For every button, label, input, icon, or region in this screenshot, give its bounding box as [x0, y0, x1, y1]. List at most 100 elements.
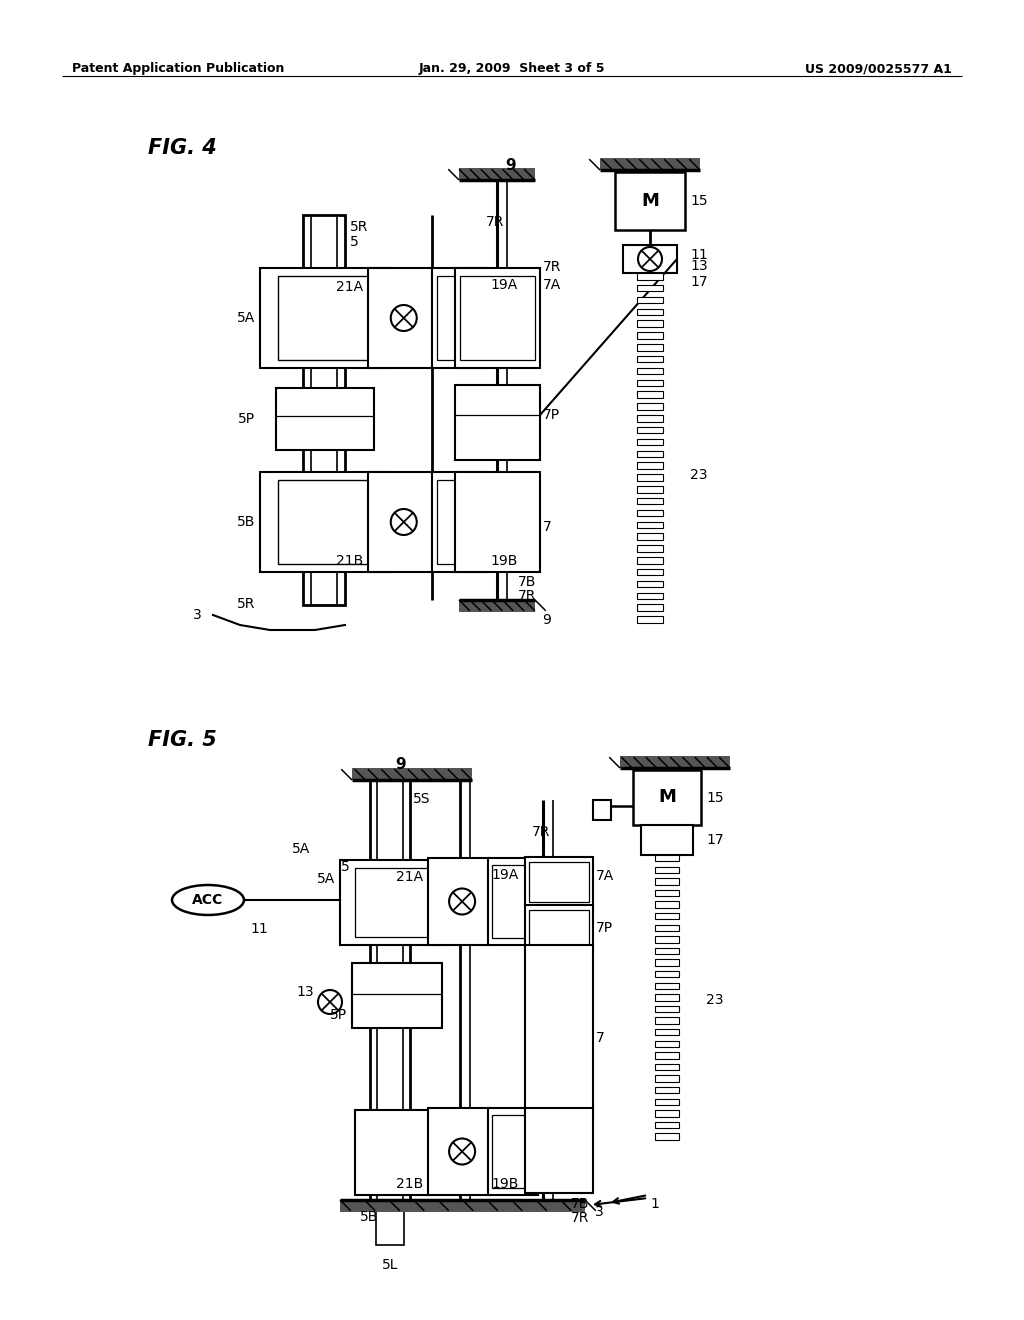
- Text: 7P: 7P: [596, 920, 613, 935]
- Text: Jan. 29, 2009  Sheet 3 of 5: Jan. 29, 2009 Sheet 3 of 5: [419, 62, 605, 75]
- Bar: [432, 473, 487, 572]
- Bar: [615, 172, 685, 230]
- Bar: [637, 498, 663, 504]
- Bar: [340, 861, 445, 945]
- Bar: [655, 994, 679, 1001]
- Text: 7B: 7B: [571, 1197, 590, 1210]
- Bar: [655, 1110, 679, 1117]
- Bar: [455, 385, 540, 459]
- Text: 13: 13: [690, 259, 708, 273]
- Bar: [637, 391, 663, 397]
- Bar: [637, 297, 663, 304]
- Bar: [655, 878, 679, 884]
- Bar: [637, 569, 663, 576]
- Text: 5R: 5R: [350, 220, 369, 234]
- Bar: [637, 414, 663, 421]
- Text: 17: 17: [690, 275, 708, 289]
- Bar: [368, 473, 433, 572]
- Bar: [637, 533, 663, 540]
- Text: 3: 3: [595, 1205, 604, 1218]
- Text: 21B: 21B: [395, 1177, 423, 1191]
- Bar: [637, 345, 663, 351]
- Bar: [455, 473, 540, 572]
- Bar: [529, 909, 589, 945]
- Text: US 2009/0025577 A1: US 2009/0025577 A1: [805, 62, 952, 75]
- Text: FIG. 5: FIG. 5: [148, 730, 217, 750]
- Bar: [655, 1122, 679, 1129]
- Bar: [633, 770, 701, 825]
- Bar: [600, 158, 700, 170]
- Bar: [437, 480, 482, 564]
- Circle shape: [391, 305, 417, 331]
- Bar: [488, 858, 538, 945]
- Bar: [260, 268, 390, 368]
- Circle shape: [450, 888, 475, 915]
- Circle shape: [391, 510, 417, 535]
- Bar: [525, 1107, 593, 1193]
- Bar: [460, 276, 535, 360]
- Bar: [655, 1006, 679, 1012]
- Bar: [637, 486, 663, 492]
- Bar: [637, 321, 663, 327]
- Bar: [428, 1107, 490, 1195]
- Text: 11: 11: [250, 921, 267, 936]
- Bar: [593, 800, 611, 820]
- Bar: [655, 936, 679, 942]
- Bar: [637, 605, 663, 611]
- Text: 23: 23: [690, 469, 708, 482]
- Text: 5L: 5L: [382, 1258, 398, 1272]
- Bar: [637, 557, 663, 564]
- Bar: [459, 168, 535, 180]
- Text: 5A: 5A: [316, 873, 335, 886]
- Bar: [637, 368, 663, 374]
- Text: 19A: 19A: [490, 279, 517, 292]
- Text: 7R: 7R: [571, 1210, 590, 1225]
- Bar: [488, 1107, 538, 1195]
- Bar: [620, 756, 730, 768]
- Bar: [655, 867, 679, 873]
- Bar: [637, 474, 663, 480]
- Text: 19A: 19A: [490, 869, 518, 882]
- Bar: [655, 982, 679, 989]
- Text: 9: 9: [542, 612, 551, 627]
- Text: M: M: [641, 191, 658, 210]
- Bar: [355, 869, 430, 937]
- Bar: [278, 480, 372, 564]
- Bar: [352, 964, 442, 1028]
- Text: 19B: 19B: [490, 1177, 518, 1191]
- Bar: [276, 388, 374, 450]
- Bar: [637, 403, 663, 409]
- Circle shape: [638, 247, 662, 271]
- Bar: [340, 1200, 585, 1212]
- Ellipse shape: [172, 884, 244, 915]
- Text: 13: 13: [296, 985, 314, 999]
- Text: 19B: 19B: [490, 554, 517, 568]
- Bar: [655, 913, 679, 919]
- Bar: [459, 601, 535, 612]
- Bar: [655, 1098, 679, 1105]
- Bar: [655, 890, 679, 896]
- Bar: [637, 285, 663, 292]
- Text: 21A: 21A: [396, 870, 423, 884]
- Bar: [637, 380, 663, 385]
- Bar: [278, 276, 372, 360]
- Bar: [376, 1210, 404, 1245]
- Bar: [637, 273, 663, 280]
- Text: 5B: 5B: [237, 515, 255, 529]
- Bar: [437, 276, 482, 360]
- Text: 5A: 5A: [292, 842, 310, 855]
- Bar: [655, 1134, 679, 1139]
- Text: 11: 11: [690, 248, 708, 261]
- Text: 15: 15: [706, 791, 724, 804]
- Bar: [492, 865, 534, 939]
- Text: 17: 17: [706, 833, 724, 847]
- Bar: [637, 309, 663, 315]
- Bar: [637, 462, 663, 469]
- Bar: [637, 426, 663, 433]
- Bar: [525, 857, 593, 907]
- Text: ACC: ACC: [193, 894, 223, 907]
- Text: 5R: 5R: [237, 597, 255, 611]
- Bar: [655, 924, 679, 931]
- Bar: [370, 780, 410, 1210]
- Bar: [368, 268, 433, 368]
